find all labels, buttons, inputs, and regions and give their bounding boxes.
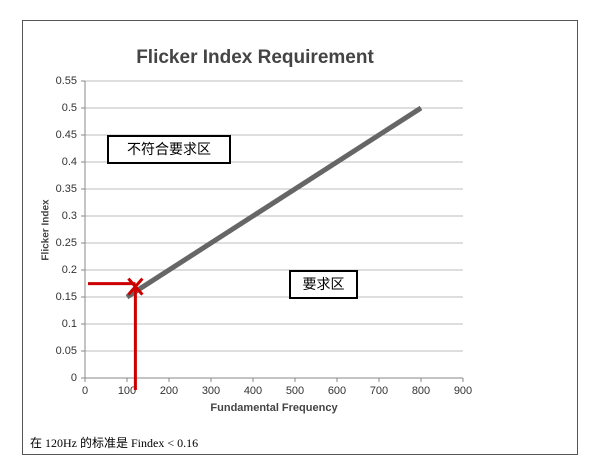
x-tick-label: 400 — [244, 385, 262, 397]
y-tick-label: 0.25 — [56, 237, 77, 249]
x-tick-label: 700 — [370, 385, 388, 397]
y-tick-label: 0.45 — [56, 129, 77, 141]
caption: 在 120Hz 的标准是 Findex < 0.16 — [30, 435, 198, 450]
y-tick-label: 0.35 — [56, 183, 77, 195]
y-axis-label: Flicker Index — [41, 199, 52, 261]
marker — [127, 277, 144, 296]
x-tick-label: 0 — [82, 385, 88, 397]
annotation-box — [289, 270, 358, 299]
x-tick-label: 300 — [202, 385, 220, 397]
y-tick-label: 0.4 — [62, 156, 77, 168]
y-tick-label: 0.5 — [62, 102, 77, 114]
y-tick-label: 0.15 — [56, 291, 77, 303]
y-tick-label: 0.1 — [62, 318, 77, 330]
frame — [22, 20, 578, 455]
x-tick-label: 900 — [454, 385, 472, 397]
x-tick-label: 600 — [328, 385, 346, 397]
chart-title: Flicker Index Requirement — [136, 47, 374, 68]
x-tick-label: 500 — [286, 385, 304, 397]
y-tick-label: 0.05 — [56, 345, 77, 357]
data-line — [125, 105, 423, 300]
annotation-box — [107, 135, 231, 164]
x-tick-label: 800 — [412, 385, 430, 397]
y-tick-label: 0.2 — [62, 264, 77, 276]
y-tick-label: 0.3 — [62, 210, 77, 222]
annotation: 要求区 — [303, 276, 345, 292]
x-tick-label: 100 — [118, 385, 136, 397]
y-tick-label: 0 — [71, 372, 77, 384]
annotation: 不符合要求区 — [127, 141, 211, 157]
x-axis-label: Fundamental Frequency — [210, 402, 338, 414]
y-tick-label: 0.55 — [56, 75, 77, 87]
x-tick-label: 200 — [160, 385, 178, 397]
